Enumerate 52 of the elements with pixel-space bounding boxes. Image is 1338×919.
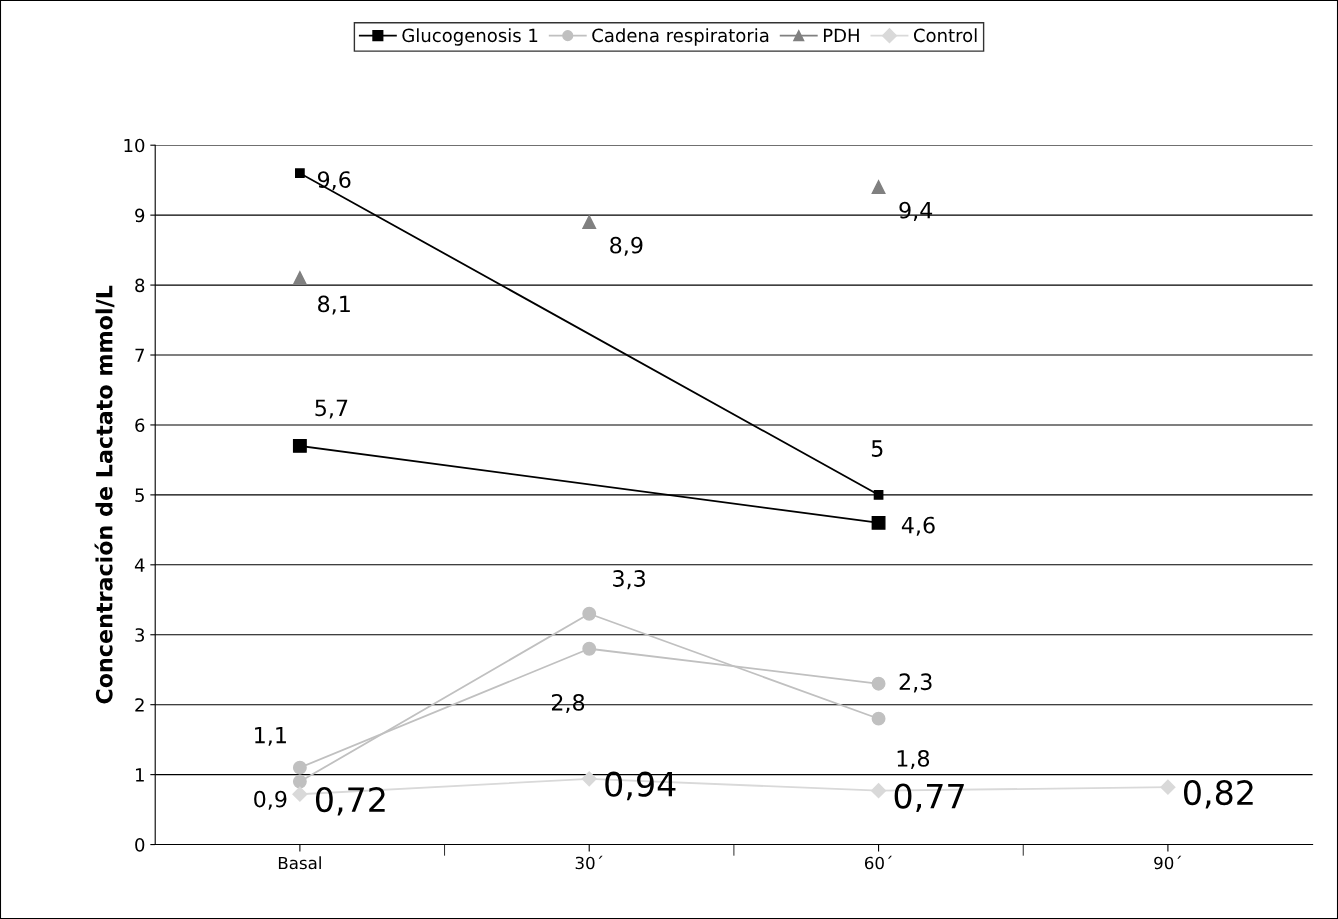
point: [292, 271, 307, 286]
y-tick-label: 1: [135, 768, 144, 782]
y-axis-title: Concentración de Lactato mmol/L: [94, 285, 115, 704]
point: [1160, 779, 1176, 795]
legend-label: Control: [913, 28, 977, 43]
point: [582, 215, 597, 230]
point: [871, 676, 886, 691]
data-label: 0,77: [894, 783, 964, 813]
point: [873, 490, 884, 500]
data-label: 3,3: [613, 570, 645, 590]
y-tick-label: 3: [135, 628, 145, 642]
y-tick-label: 6: [135, 418, 145, 433]
point: [582, 606, 597, 621]
y-tick-label: 4: [134, 558, 145, 572]
y-tick-label: 0: [135, 838, 145, 852]
y-tick-label: 10: [124, 138, 145, 153]
point: [292, 760, 307, 775]
data-label: 9,6: [317, 171, 351, 191]
point: [292, 786, 308, 802]
data-label: 0,72: [315, 787, 385, 816]
x-tick-label: 30´: [575, 855, 603, 870]
legend-label: PDH: [823, 28, 859, 42]
data-label: 0,94: [605, 771, 676, 801]
data-label: 0,9: [254, 790, 287, 810]
y-tick-label: 8: [135, 278, 145, 293]
data-label: 5: [871, 440, 883, 457]
point: [871, 711, 886, 726]
y-tick-label: 2: [135, 698, 144, 712]
legend-label: Glucogenosis 1: [402, 28, 538, 46]
data-label: 0,82: [1183, 780, 1253, 809]
data-label: 1,8: [897, 749, 930, 770]
data-label: 8,1: [318, 295, 350, 315]
legend-label: Cadena respiratoria: [592, 28, 769, 46]
data-label: 4,6: [901, 516, 935, 536]
x-tick-label: 60´: [864, 855, 892, 870]
point: [295, 168, 305, 179]
data-label: 5,7: [315, 399, 348, 419]
y-tick-label: 5: [135, 488, 144, 502]
point: [870, 783, 887, 799]
y-tick-label: 7: [135, 348, 144, 362]
x-tick-label: 90´: [1154, 855, 1182, 870]
data-label: 8,9: [610, 236, 643, 256]
point: [871, 515, 886, 530]
point: [871, 180, 886, 195]
point: [292, 774, 307, 789]
data-label: 1,1: [255, 727, 286, 746]
y-tick-label: 9: [135, 208, 145, 223]
point: [582, 641, 597, 656]
data-label: 2,3: [899, 673, 932, 693]
point: [581, 771, 597, 787]
point: [292, 438, 307, 453]
x-tick-label: Basal: [278, 856, 321, 870]
